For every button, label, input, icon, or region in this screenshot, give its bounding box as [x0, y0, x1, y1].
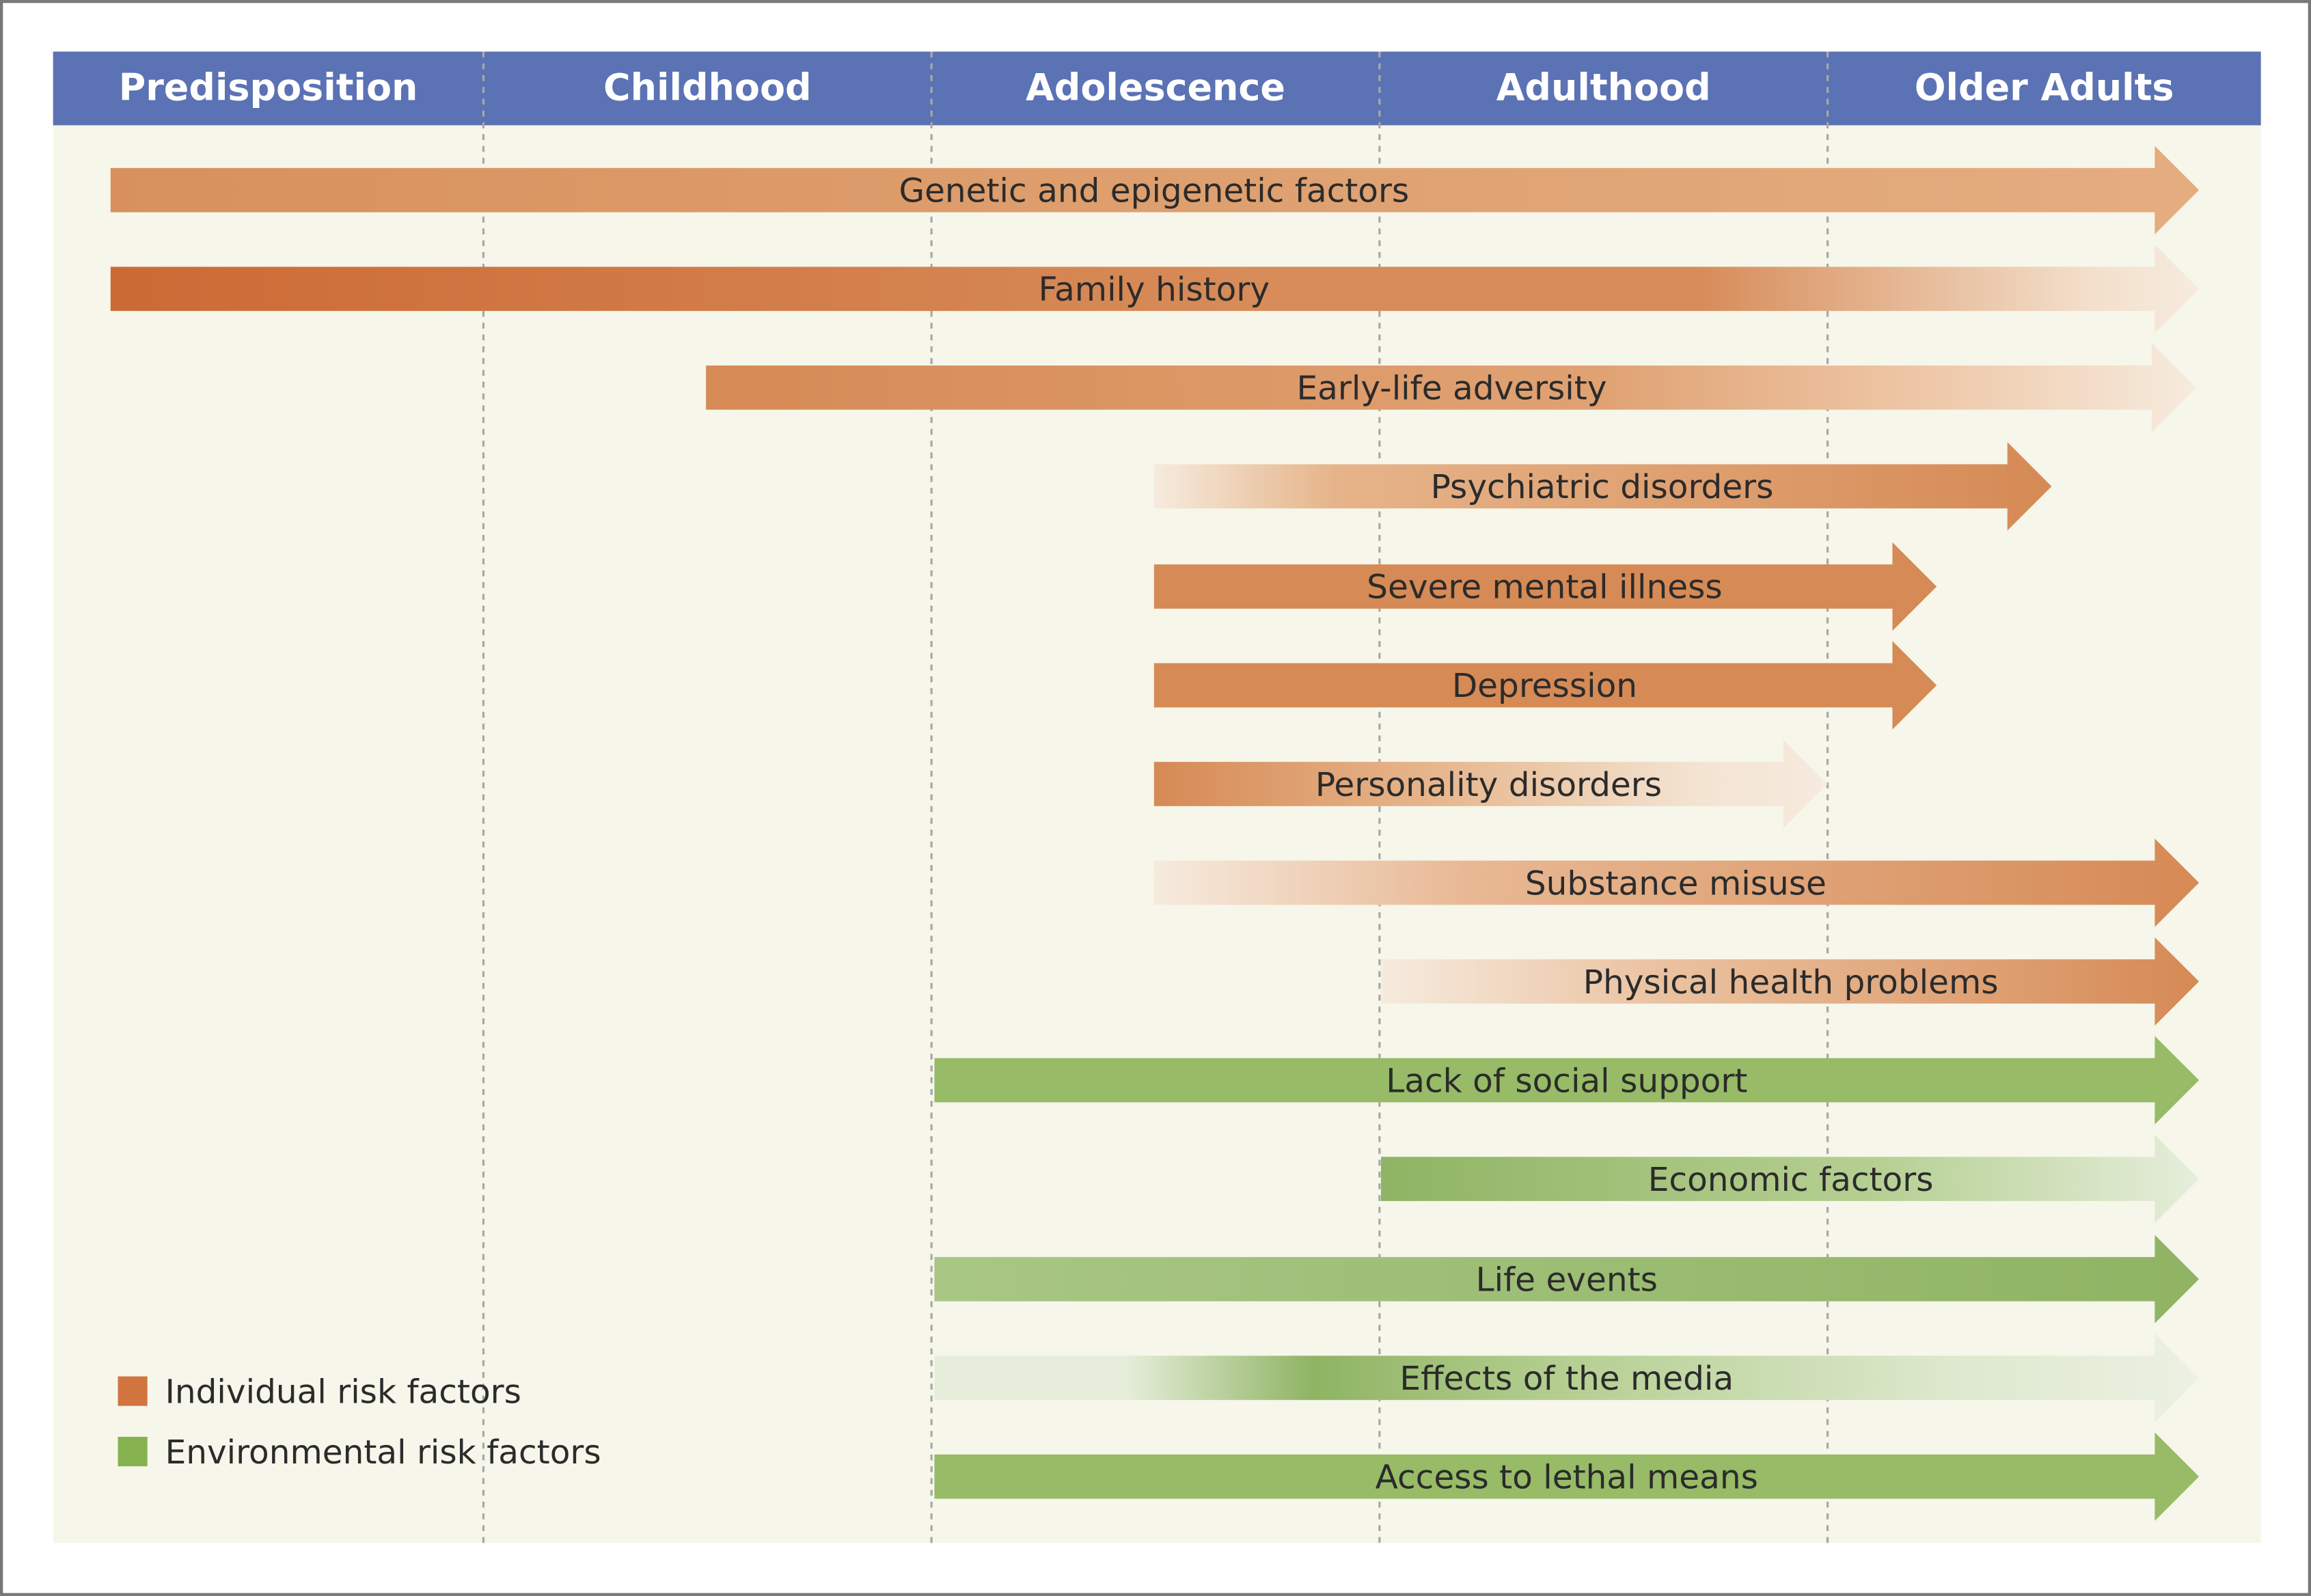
legend-swatch [118, 1376, 148, 1406]
header-band [53, 51, 2261, 126]
arrow-label: Depression [1452, 667, 1637, 705]
arrow-label: Family history [1039, 271, 1270, 309]
arrow [1153, 442, 2052, 531]
arrow [1153, 542, 1937, 631]
arrow [1381, 1134, 2200, 1224]
arrow-label: Lack of social support [1386, 1062, 1747, 1100]
arrow [934, 1235, 2200, 1323]
arrow-label: Physical health problems [1583, 963, 1999, 1002]
arrow [1153, 739, 1828, 829]
arrow-label: Effects of the media [1399, 1360, 1734, 1398]
arrow-label: Severe mental illness [1367, 568, 1722, 607]
arrow-label: Life events [1476, 1261, 1658, 1299]
arrow [934, 1334, 2200, 1422]
stage-label: Adolescence [1026, 66, 1285, 109]
arrow [934, 1432, 2200, 1521]
arrow [1381, 937, 2200, 1026]
arrow-label: Genetic and epigenetic factors [899, 172, 1409, 210]
body-background [53, 125, 2261, 1543]
legend-label: Individual risk factors [165, 1373, 521, 1411]
arrow-label: Access to lethal means [1376, 1459, 1758, 1497]
arrow [706, 343, 2196, 432]
stage-label: Predisposition [119, 66, 418, 109]
stage-label: Adulthood [1496, 66, 1711, 109]
stage-label: Older Adults [1915, 66, 2174, 109]
arrow-label: Substance misuse [1525, 864, 1827, 903]
arrow-label: Psychiatric disorders [1431, 468, 1774, 506]
legend-label: Environmental risk factors [165, 1433, 601, 1472]
arrow-label: Economic factors [1648, 1161, 1934, 1199]
content: Predisposition Childhood Adolescence Adulth… [110, 66, 2200, 1521]
arrow-label: Personality disorders [1315, 766, 1662, 804]
arrow [1153, 838, 2200, 927]
legend-swatch [118, 1437, 148, 1467]
arrow-label: Early-life adversity [1297, 370, 1607, 408]
arrow [934, 1036, 2200, 1125]
arrow [110, 146, 2200, 234]
stage-label: Childhood [603, 66, 812, 109]
